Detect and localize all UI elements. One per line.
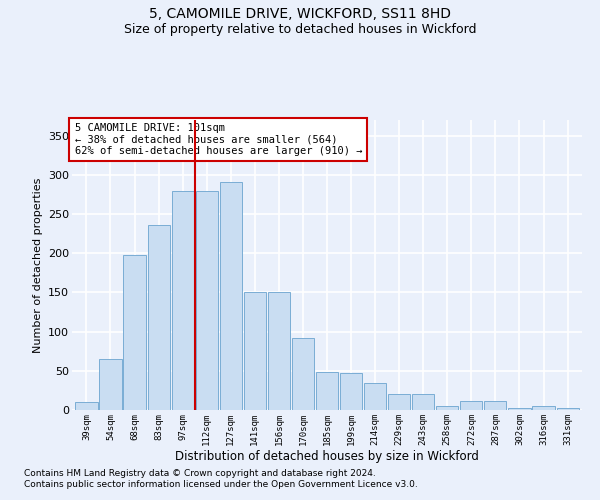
Bar (557, 408, 578, 410)
Bar (148, 225, 170, 410)
Text: Contains public sector information licensed under the Open Government Licence v3: Contains public sector information licen… (24, 480, 418, 489)
Bar (460, 400, 482, 410)
Bar (340, 373, 362, 410)
Bar (436, 406, 458, 410)
Bar (76, 402, 98, 410)
Text: Size of property relative to detached houses in Wickford: Size of property relative to detached ho… (124, 22, 476, 36)
Bar (532, 406, 554, 410)
Bar (364, 384, 386, 410)
Bar (124, 255, 146, 410)
Bar (388, 394, 410, 410)
Text: Distribution of detached houses by size in Wickford: Distribution of detached houses by size … (175, 450, 479, 463)
Text: 5 CAMOMILE DRIVE: 101sqm
← 38% of detached houses are smaller (564)
62% of semi-: 5 CAMOMILE DRIVE: 101sqm ← 38% of detach… (74, 123, 362, 156)
Bar (268, 292, 290, 410)
Bar (484, 400, 506, 410)
Bar (412, 394, 434, 410)
Bar (316, 372, 338, 410)
Y-axis label: Number of detached properties: Number of detached properties (32, 178, 43, 352)
Text: 5, CAMOMILE DRIVE, WICKFORD, SS11 8HD: 5, CAMOMILE DRIVE, WICKFORD, SS11 8HD (149, 8, 451, 22)
Bar (100, 359, 122, 410)
Bar (172, 192, 194, 410)
Bar (244, 292, 266, 410)
Bar (508, 408, 530, 410)
Bar (292, 338, 314, 410)
Bar (220, 182, 242, 410)
Text: Contains HM Land Registry data © Crown copyright and database right 2024.: Contains HM Land Registry data © Crown c… (24, 468, 376, 477)
Bar (196, 192, 218, 410)
